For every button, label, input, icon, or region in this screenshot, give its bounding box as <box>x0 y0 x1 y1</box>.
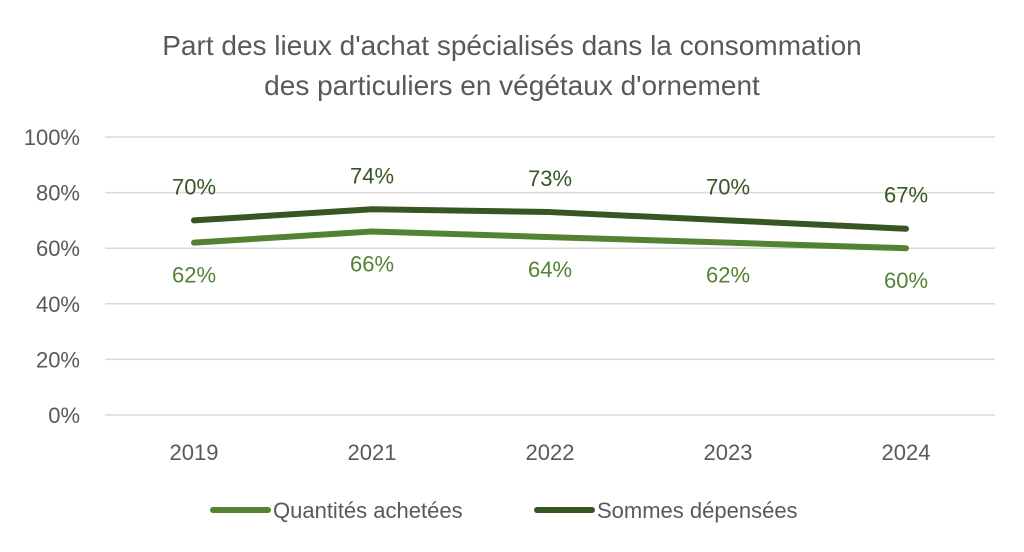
data-label: 64% <box>528 257 572 282</box>
x-tick-label: 2022 <box>526 440 575 465</box>
x-tick-label: 2023 <box>704 440 753 465</box>
series-line-0 <box>191 228 909 252</box>
y-tick-label: 80% <box>36 181 80 206</box>
data-label: 60% <box>884 268 928 293</box>
x-tick-label: 2024 <box>882 440 931 465</box>
y-tick-label: 40% <box>36 292 80 317</box>
data-label: 67% <box>884 183 928 208</box>
chart-title: Part des lieux d'achat spécialisés dans … <box>0 26 1024 106</box>
data-label: 73% <box>528 166 572 191</box>
data-label: 62% <box>172 263 216 288</box>
legend-label: Sommes dépensées <box>597 498 798 523</box>
data-label: 70% <box>172 174 216 199</box>
y-tick-label: 100% <box>24 125 80 150</box>
data-label: 66% <box>350 252 394 277</box>
chart-title-line-2: des particuliers en végétaux d'ornement <box>264 70 760 101</box>
chart-title-line-1: Part des lieux d'achat spécialisés dans … <box>162 30 862 61</box>
x-tick-label: 2019 <box>170 440 219 465</box>
y-tick-label: 60% <box>36 236 80 261</box>
y-tick-label: 20% <box>36 347 80 372</box>
series-line-1 <box>191 206 909 232</box>
data-label: 74% <box>350 163 394 188</box>
y-tick-label: 0% <box>48 403 80 428</box>
x-tick-label: 2021 <box>348 440 397 465</box>
data-label: 70% <box>706 174 750 199</box>
legend-label: Quantités achetées <box>273 498 463 523</box>
data-label: 62% <box>706 263 750 288</box>
